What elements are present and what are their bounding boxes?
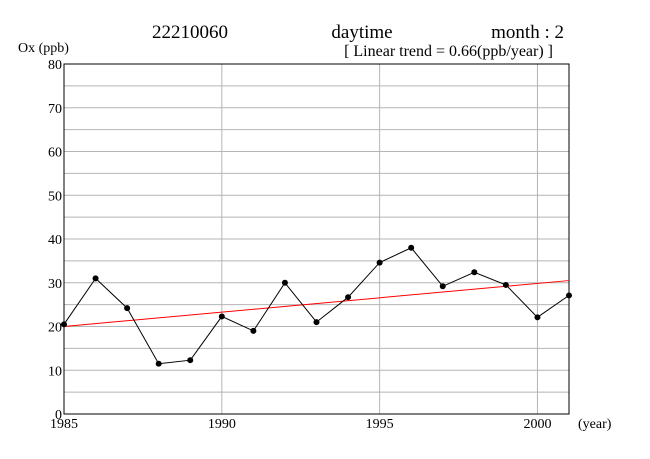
data-point <box>502 281 509 288</box>
y-tick-label: 40 <box>48 233 62 248</box>
y-tick-label: 60 <box>48 146 62 161</box>
data-point <box>250 327 257 334</box>
y-tick-label: 10 <box>48 364 62 379</box>
month-label: month : 2 <box>491 22 564 43</box>
data-point <box>61 321 67 328</box>
grid <box>64 64 569 414</box>
data-point <box>439 283 446 290</box>
x-tick-label: 1985 <box>50 417 78 432</box>
y-tick-label: 80 <box>48 58 62 73</box>
trend-label: [ Linear trend = 0.66(ppb/year) ] <box>344 43 553 60</box>
data-point <box>345 294 352 301</box>
y-axis-label: Ox (ppb) <box>18 41 69 56</box>
x-axis-label: (year) <box>578 417 612 432</box>
data-point <box>313 319 320 326</box>
data-point <box>187 357 194 364</box>
data-point <box>566 292 572 299</box>
y-tick-label: 30 <box>48 277 62 292</box>
y-tick-label: 50 <box>48 189 62 204</box>
data-point <box>408 244 415 251</box>
data-point <box>218 313 225 320</box>
trend-line <box>63 280 570 327</box>
y-tick-label: 0 <box>55 408 62 423</box>
series-line <box>63 247 570 365</box>
x-tick-labels: 1985 1990 1995 2000 <box>50 417 551 432</box>
y-tick-label: 20 <box>48 321 62 336</box>
plot-frame <box>63 63 570 415</box>
y-tick-labels: 0 10 20 30 40 50 60 70 80 <box>48 58 62 423</box>
y-tick-label: 70 <box>48 102 62 117</box>
data-point <box>281 279 288 286</box>
station-id: 22210060 <box>152 22 228 43</box>
x-tick-label: 1995 <box>366 417 394 432</box>
data-point <box>155 360 162 367</box>
trend-line-group <box>63 280 570 327</box>
data-point <box>534 314 541 321</box>
data-point <box>376 259 383 266</box>
period-label: daytime <box>331 22 392 43</box>
data-point <box>124 305 131 312</box>
data-point <box>92 275 99 282</box>
x-tick-label: 2000 <box>523 417 551 432</box>
series-group <box>61 244 572 367</box>
x-tick-label: 1990 <box>208 417 236 432</box>
data-point <box>471 269 478 276</box>
